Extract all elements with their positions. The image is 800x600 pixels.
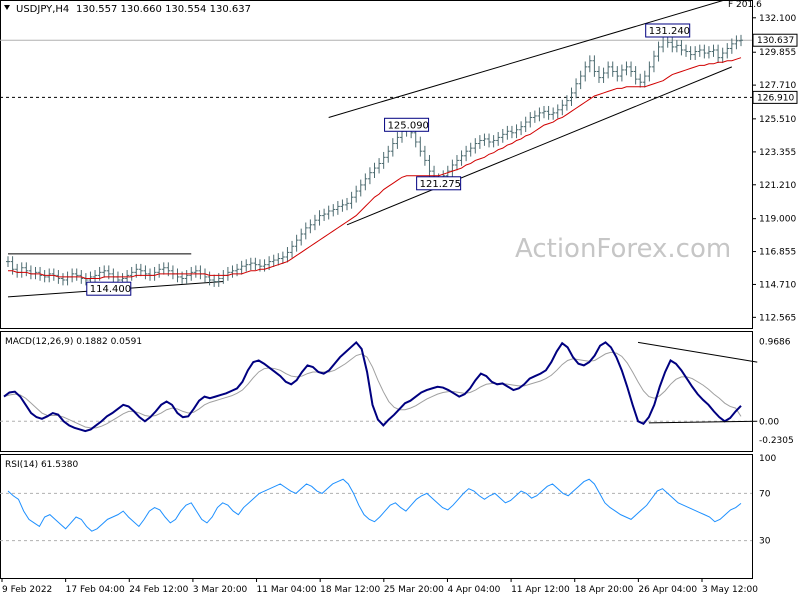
macd-tick-label: 0.00 <box>759 417 779 427</box>
rsi-line <box>7 478 742 532</box>
current-price-label: 130.637 <box>757 36 794 46</box>
annotation-label: 121.275 <box>420 179 461 190</box>
price-tick-label: 125.510 <box>759 115 796 125</box>
time-tick-label: 24 Feb 12:00 <box>129 585 188 595</box>
time-tick-label: 9 Feb 2022 <box>2 585 52 595</box>
rsi-tick-label: 70 <box>759 489 771 499</box>
rsi-lines: 100 70 30 <box>0 454 776 547</box>
time-tick-label: 3 Mar 20:00 <box>193 585 248 595</box>
price-panel <box>0 0 753 329</box>
macd-main-line <box>3 340 742 433</box>
corner-fib-label: F 201.6 <box>728 0 762 10</box>
price-tick-label: 123.355 <box>759 148 796 158</box>
time-axis: 9 Feb 2022 17 Feb 04:00 24 Feb 12:00 3 Mar … <box>1 578 758 595</box>
macd-panel <box>0 331 753 452</box>
price-tick-label: 129.855 <box>759 48 796 58</box>
annotation-box <box>86 281 132 296</box>
annotation-box <box>416 176 462 191</box>
watermark: ActionForex.com <box>515 234 731 264</box>
macd-label: MACD(12,26,9) 0.1882 0.0591 <box>5 337 142 347</box>
current-price-label-box <box>752 33 798 47</box>
price-tick-label: 127.710 <box>759 81 796 91</box>
macd-signal-line <box>3 351 742 429</box>
time-tick-label: 17 Feb 04:00 <box>66 585 125 595</box>
annotation-label: 125.090 <box>388 120 429 131</box>
time-tick-label: 11 Mar 04:00 <box>257 585 317 595</box>
price-tick-label: 116.855 <box>759 248 796 258</box>
price-tick-label: 121.210 <box>759 181 796 191</box>
hline-price-label-box <box>752 90 798 104</box>
price-tick-label: 119.000 <box>759 215 796 225</box>
header-ohlc: 130.557 130.660 130.554 130.637 <box>76 4 251 15</box>
price-tick-label: 112.565 <box>759 313 796 323</box>
price-annotations: 131.240 125.090 121.275 114.400 <box>86 23 691 296</box>
price-axis-ticks: 132.100 129.855 127.710 125.510 123.355 121.2… <box>752 14 796 323</box>
moving-average <box>8 57 742 279</box>
annotation-box <box>645 23 691 38</box>
hline-price-label: 126.910 <box>757 93 794 103</box>
rsi-panel <box>0 454 753 579</box>
annotation-label: 114.400 <box>90 284 131 295</box>
time-tick-label: 3 May 12:00 <box>702 585 758 595</box>
time-tick-label: 25 Mar 20:00 <box>384 585 444 595</box>
price-reference-lines <box>0 39 752 98</box>
annotation-box <box>384 117 430 132</box>
macd-trend-line <box>637 341 758 363</box>
collapse-triangle-icon[interactable] <box>4 5 10 10</box>
annotation-label: 131.240 <box>649 26 690 37</box>
rsi-tick-label: 30 <box>759 537 771 547</box>
time-tick-label: 18 Apr 20:00 <box>575 585 634 595</box>
macd-tick-label: -0.2305 <box>759 436 794 446</box>
rsi-label: RSI(14) 61.5380 <box>5 460 78 470</box>
price-tick-label: 132.100 <box>759 14 796 24</box>
macd-tick-label: 0.9686 <box>759 338 791 348</box>
header-symbol: USDJPY,H4 <box>16 4 69 15</box>
price-right-labels: 130.637 126.910 <box>752 33 798 104</box>
trend-line <box>346 66 733 226</box>
rsi-tick-label: 100 <box>759 454 776 464</box>
ma-line <box>8 57 742 279</box>
time-tick-label: 26 Apr 04:00 <box>638 585 697 595</box>
macd-lines: 0.9686 0.00 -0.2305 <box>0 338 794 446</box>
time-tick-label: 11 Apr 12:00 <box>511 585 570 595</box>
trend-line <box>328 0 727 118</box>
price-tick-label: 114.710 <box>759 280 796 290</box>
time-tick-label: 4 Apr 04:00 <box>447 585 500 595</box>
time-tick-label: 18 Mar 12:00 <box>320 585 380 595</box>
macd-trend-line <box>648 420 758 424</box>
